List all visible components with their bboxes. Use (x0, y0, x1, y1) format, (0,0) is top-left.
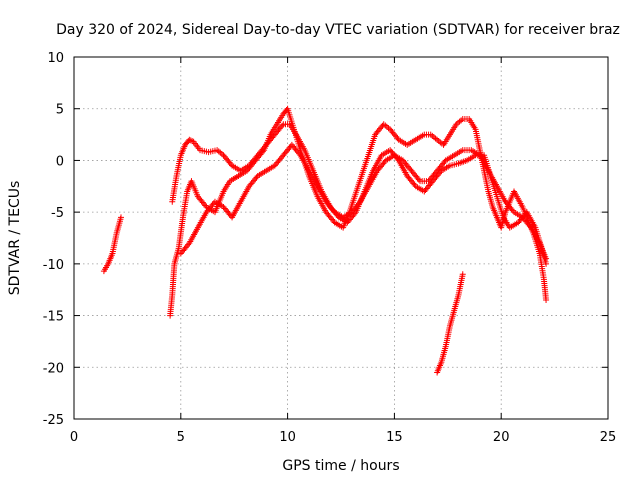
grid-lines (74, 57, 608, 419)
chart-title: Day 320 of 2024, Sidereal Day-to-day VTE… (56, 22, 620, 38)
x-tick-label: 5 (177, 430, 185, 445)
data-point (253, 174, 260, 181)
data-point (185, 241, 192, 248)
x-axis-label: GPS time / hours (282, 458, 399, 474)
x-tick-label: 10 (279, 430, 296, 445)
series-trace-2 (167, 105, 550, 319)
y-tick-label: 0 (56, 154, 64, 169)
axis-ticks: 0 5 10 15 20 25 -25 -20 -15 -10 -5 0 5 10 (43, 51, 617, 445)
data-point (227, 161, 234, 168)
y-tick-label: -25 (43, 413, 64, 428)
y-tick-label: 10 (47, 51, 64, 66)
data-point (459, 271, 466, 278)
data-point (187, 137, 194, 144)
y-tick-label: 5 (56, 103, 64, 118)
data-point (202, 202, 209, 209)
data-point (394, 135, 401, 142)
x-tick-label: 25 (600, 430, 617, 445)
y-axis-label: SDTVAR / TECUs (7, 181, 23, 296)
x-tick-label: 15 (386, 430, 403, 445)
data-point (543, 297, 550, 304)
data-point (543, 255, 550, 262)
data-point (279, 122, 286, 129)
series-trace-5 (434, 271, 466, 376)
y-tick-label: -20 (43, 361, 64, 376)
x-tick-label: 20 (493, 430, 510, 445)
data-point (509, 207, 516, 214)
data-point (441, 158, 448, 165)
data-point (381, 158, 388, 165)
y-tick-label: -15 (43, 310, 64, 325)
data-point (330, 218, 337, 225)
data-point (411, 181, 418, 188)
series-trace-4 (177, 141, 550, 262)
data-point (356, 200, 363, 207)
data-point (526, 223, 533, 230)
data-point (330, 207, 337, 214)
data-point (186, 136, 193, 143)
data-point (296, 150, 303, 157)
plot-frame (73, 56, 609, 420)
series-trace-1 (100, 214, 124, 275)
data-point (543, 260, 550, 267)
y-tick-label: -5 (51, 206, 64, 221)
x-tick-label: 0 (70, 430, 78, 445)
data-point (117, 214, 124, 221)
y-tick-label: -10 (43, 258, 64, 273)
data-points (100, 105, 550, 376)
data-point (415, 176, 422, 183)
